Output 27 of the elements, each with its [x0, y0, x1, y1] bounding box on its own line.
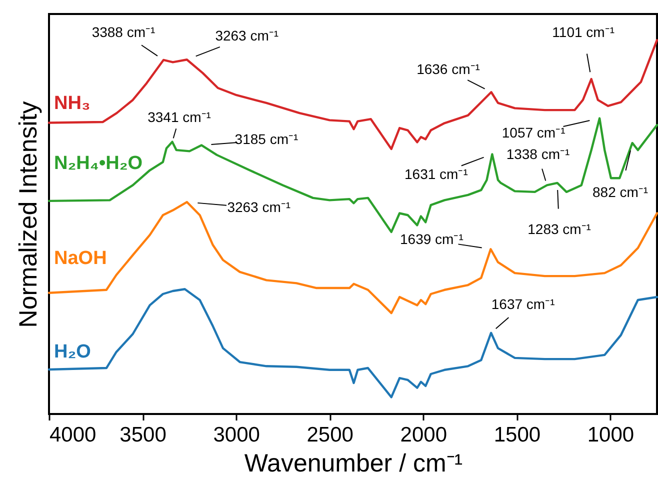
annotation: 1631 cm⁻¹ — [404, 166, 468, 182]
series-label: NH₃ — [54, 92, 90, 114]
x-tick-label: 2000 — [400, 424, 448, 446]
annotation: 1057 cm⁻¹ — [502, 124, 566, 140]
annotation: 882 cm⁻¹ — [592, 184, 648, 200]
annotation: 1639 cm⁻¹ — [400, 231, 464, 248]
annotation: 3263 cm⁻¹ — [215, 28, 279, 44]
series-label: N₂H₄•H₂O — [54, 152, 143, 174]
annotation: 3341 cm⁻¹ — [148, 108, 212, 125]
x-tick-label: 3000 — [213, 424, 260, 446]
annotation: 1283 cm⁻¹ — [528, 220, 592, 237]
annotation: 3263 cm⁻¹ — [227, 199, 291, 216]
annotation: 3388 cm⁻¹ — [92, 24, 156, 40]
annotation: 1101 cm⁻¹ — [552, 24, 615, 40]
x-tick-label: 3500 — [120, 424, 166, 446]
y-axis-title: Normalized Intensity — [14, 100, 42, 328]
annotation: 1637 cm⁻¹ — [491, 296, 556, 312]
series-label: H₂O — [54, 342, 91, 363]
annotation: 3185 cm⁻¹ — [234, 131, 298, 148]
x-tick-label: 1000 — [587, 424, 634, 446]
series-label: NaOH — [54, 248, 107, 269]
annotation: 1636 cm⁻¹ — [416, 61, 480, 78]
x-tick-label: 4000 — [50, 424, 96, 446]
x-tick-label: 2500 — [306, 424, 354, 446]
x-axis-title: Wavenumber / cm⁻¹ — [244, 450, 463, 478]
x-tick-label: 1500 — [494, 424, 541, 446]
annotation: 1338 cm⁻¹ — [506, 146, 570, 162]
